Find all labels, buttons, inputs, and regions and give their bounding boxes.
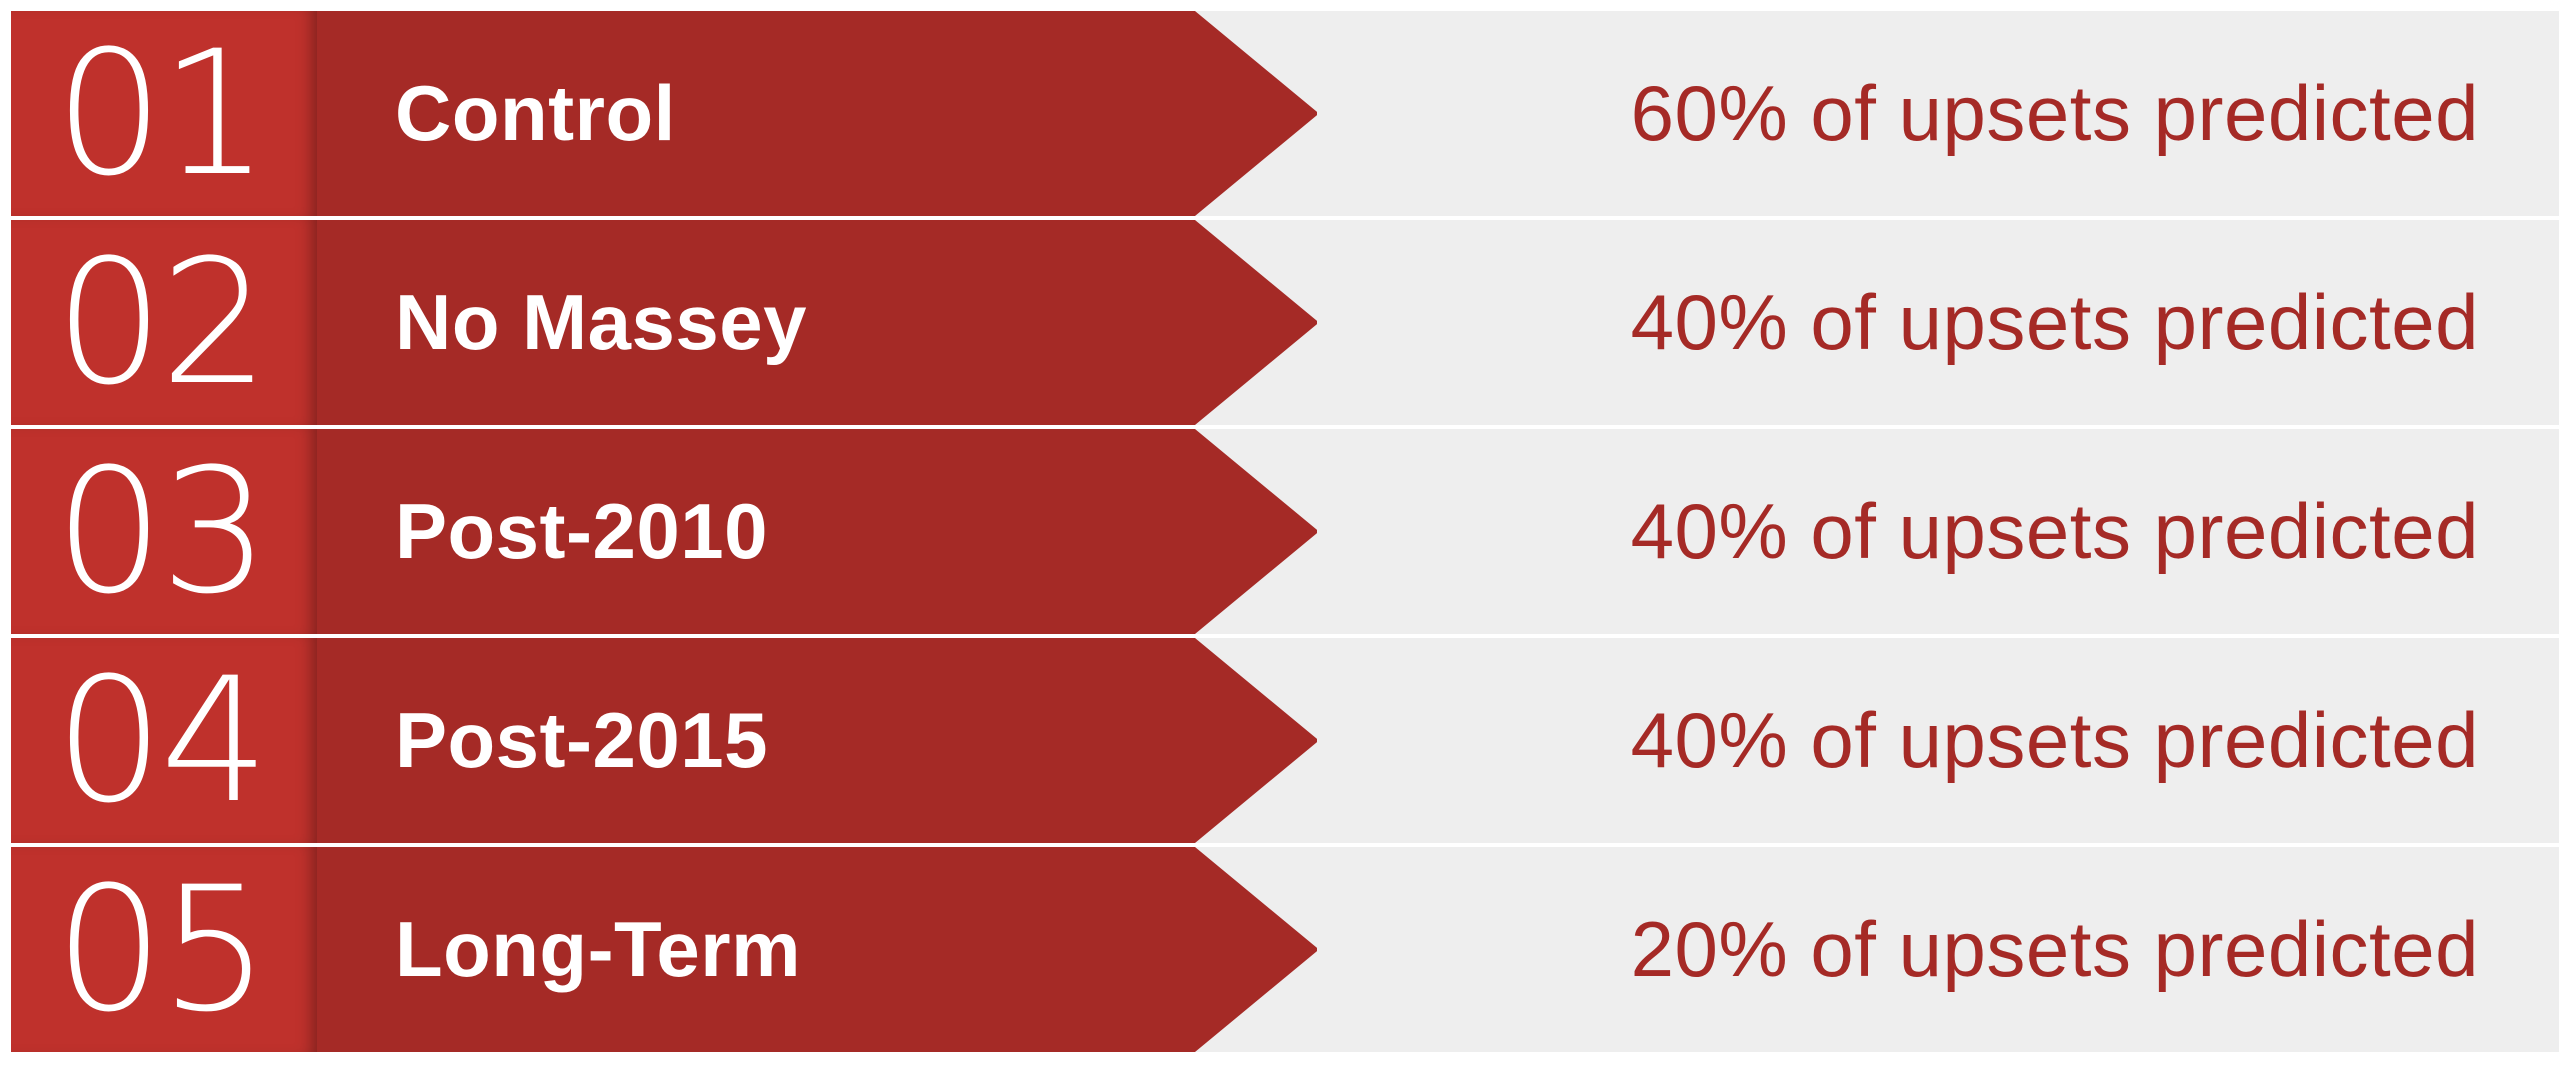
- item-number: 03: [54, 430, 270, 632]
- item-stat: 20% of upsets predicted: [1630, 905, 2479, 993]
- arrow-banner: [317, 847, 1317, 1052]
- list-item: 03 Post-2010 40% of upsets predicted: [11, 429, 2559, 634]
- arrow-banner: [317, 638, 1317, 843]
- item-label: Long-Term: [395, 905, 802, 993]
- item-stat: 40% of upsets predicted: [1630, 278, 2479, 366]
- item-stat: 60% of upsets predicted: [1630, 69, 2479, 157]
- list-item: 01 Control 60% of upsets predicted: [11, 11, 2559, 216]
- item-number: 05: [54, 848, 270, 1050]
- list-item: 05 Long-Term 20% of upsets predicted: [11, 847, 2559, 1052]
- item-number: 01: [54, 12, 270, 214]
- arrow-banner: [317, 220, 1317, 425]
- list-item: 02 No Massey 40% of upsets predicted: [11, 220, 2559, 425]
- number-box: 03: [11, 429, 317, 634]
- upset-prediction-list: 01 Control 60% of upsets predicted 02 No…: [11, 11, 2559, 1056]
- item-label: Control: [395, 69, 676, 157]
- item-stat: 40% of upsets predicted: [1630, 487, 2479, 575]
- arrow-banner: [317, 11, 1317, 216]
- number-box: 01: [11, 11, 317, 216]
- item-stat: 40% of upsets predicted: [1630, 696, 2479, 784]
- item-number: 04: [54, 639, 270, 841]
- item-label: Post-2015: [395, 696, 769, 784]
- item-label: Post-2010: [395, 487, 769, 575]
- number-box: 05: [11, 847, 317, 1052]
- number-box: 02: [11, 220, 317, 425]
- item-number: 02: [54, 221, 270, 423]
- arrow-banner: [317, 429, 1317, 634]
- list-item: 04 Post-2015 40% of upsets predicted: [11, 638, 2559, 843]
- number-box: 04: [11, 638, 317, 843]
- item-label: No Massey: [395, 278, 808, 366]
